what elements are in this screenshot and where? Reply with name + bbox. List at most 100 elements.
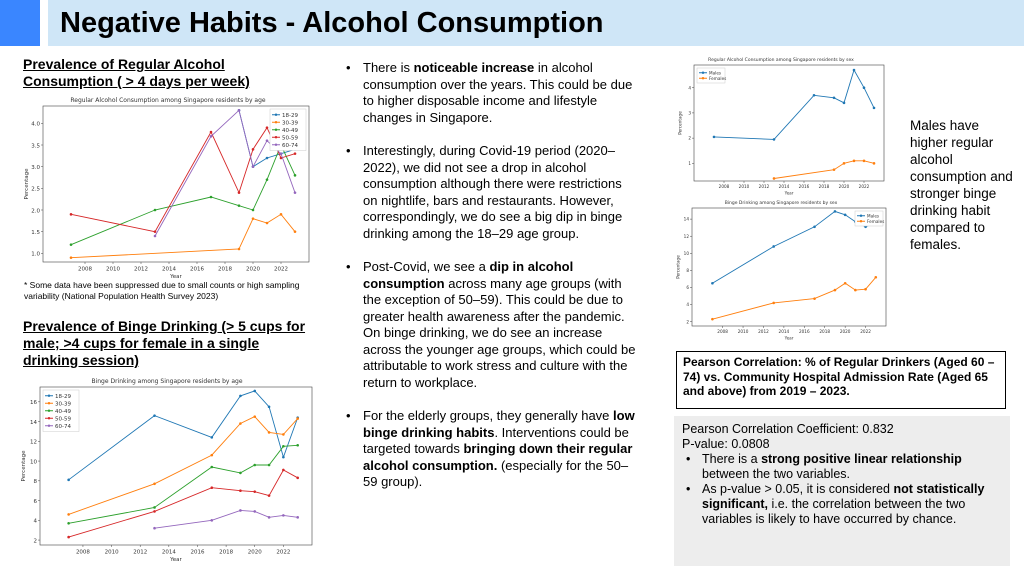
- data-point-50-59: [293, 152, 297, 155]
- data-point-30-39: [251, 217, 255, 220]
- x-tick-label: 2016: [799, 184, 810, 189]
- legend-marker: [47, 424, 51, 427]
- data-point-Males: [712, 135, 716, 139]
- bullet-text: For the elderly groups, they generally h…: [363, 408, 614, 423]
- legend-label: 40-49: [55, 409, 71, 415]
- bullet-emphasis: dip in alcohol consumption: [363, 259, 574, 291]
- x-tick-label: 2020: [840, 329, 851, 334]
- bullet-text: . Interventions could be targeted toward…: [363, 424, 629, 457]
- bullet-text: As p-value > 0.05, it is considered: [702, 482, 894, 496]
- x-tick-label: 2016: [190, 550, 204, 556]
- data-point-Males: [832, 96, 836, 100]
- data-point-Females: [864, 287, 867, 291]
- suppression-footnote: * Some data have been suppressed due to …: [24, 280, 300, 301]
- data-point-40-49: [267, 463, 271, 467]
- regular-by-sex-chart: Regular Alcohol Consumption among Singap…: [672, 55, 890, 195]
- data-point-Females: [852, 159, 856, 163]
- data-point-Females: [772, 177, 776, 180]
- data-point-40-49: [251, 208, 255, 212]
- data-point-18-29: [265, 156, 269, 160]
- pearson-coefficient: Pearson Correlation Coefficient: 0.832: [682, 422, 894, 436]
- bullet-emphasis: strong positive linear relationship: [761, 452, 962, 466]
- x-tick-label: 2020: [248, 550, 262, 556]
- data-point-18-29: [210, 436, 214, 439]
- legend-label: Males: [867, 214, 879, 219]
- data-point-Females: [843, 281, 847, 285]
- x-tick-label: 2022: [274, 267, 288, 273]
- data-point-50-59: [210, 486, 214, 490]
- legend-marker: [274, 136, 278, 139]
- binge-by-sex-chart: Binge Drinking among Singapore residents…: [670, 198, 892, 340]
- x-tick-label: 2014: [162, 550, 176, 556]
- series-line-Males: [712, 210, 876, 284]
- analysis-bullet: There is noticeable increase in alcohol …: [343, 60, 638, 126]
- data-point-40-49: [239, 471, 242, 475]
- plot-frame: [42, 105, 310, 263]
- plot-frame: [693, 64, 885, 182]
- legend-marker: [701, 71, 705, 74]
- legend-label: 30-39: [282, 121, 298, 127]
- data-point-50-59: [209, 130, 213, 134]
- bullet-text: in alcohol consumption over the years. T…: [363, 60, 633, 125]
- bullet-text: Interestingly, during Covid-19 period (2…: [363, 143, 623, 241]
- page-title: Negative Habits - Alcohol Consumption: [60, 7, 604, 39]
- x-tick-label: 2012: [134, 267, 148, 273]
- legend-label: 60-74: [282, 143, 298, 149]
- y-tick-label: 2.0: [31, 208, 40, 214]
- x-tick-label: 2020: [246, 267, 260, 273]
- data-point-50-59: [237, 191, 241, 194]
- legend-label: 40-49: [282, 128, 298, 134]
- data-point-50-59: [153, 510, 156, 513]
- data-point-Females: [772, 301, 775, 305]
- y-axis-label: Percentage: [21, 450, 27, 482]
- series-line-30-39: [70, 213, 296, 259]
- data-point-30-39: [282, 433, 285, 436]
- analysis-bullet-list: There is noticeable increase in alcohol …: [343, 60, 638, 508]
- title-banner: Negative Habits - Alcohol Consumption: [48, 0, 1024, 46]
- data-point-30-39: [296, 417, 299, 420]
- x-tick-label: 2010: [738, 329, 749, 334]
- data-point-40-49: [282, 444, 285, 448]
- data-point-50-59: [279, 156, 283, 160]
- x-tick-label: 2016: [799, 329, 810, 334]
- data-point-40-49: [293, 174, 297, 177]
- data-point-60-74: [267, 516, 271, 519]
- data-point-Males: [872, 106, 876, 110]
- legend-marker: [859, 220, 863, 223]
- bullet-emphasis: low binge drinking habits: [363, 408, 635, 440]
- legend-label: 50-59: [282, 136, 298, 142]
- x-tick-label: 2012: [133, 550, 147, 556]
- data-point-40-49: [209, 195, 213, 199]
- y-tick-label: 1: [688, 161, 691, 166]
- bullet-text: There is a: [702, 452, 762, 466]
- x-tick-label: 2016: [190, 267, 204, 273]
- x-tick-label: 2008: [76, 550, 90, 556]
- y-tick-label: 14: [30, 420, 37, 426]
- data-point-50-59: [67, 535, 70, 539]
- data-point-60-74: [153, 234, 157, 238]
- x-tick-label: 2008: [78, 267, 92, 273]
- binge-drinking-heading: Prevalence of Binge Drinking (> 5 cups f…: [23, 318, 306, 368]
- data-point-50-59: [296, 476, 299, 480]
- y-tick-label: 10: [30, 459, 37, 465]
- y-tick-label: 3.5: [31, 143, 40, 149]
- regular-by-age-chart: Regular Alcohol Consumption among Singap…: [17, 92, 319, 282]
- y-tick-label: 3: [688, 111, 691, 116]
- pearson-pvalue: P-value: 0.0808: [682, 437, 770, 451]
- legend-label: 30-39: [55, 402, 71, 408]
- data-point-Females: [854, 288, 857, 292]
- data-point-18-29: [267, 405, 271, 409]
- y-axis-label: Percentage: [676, 255, 681, 279]
- data-point-40-49: [69, 243, 73, 246]
- data-point-30-39: [237, 247, 241, 251]
- data-point-50-59: [282, 468, 285, 472]
- data-point-Females: [833, 288, 837, 292]
- legend-label: Males: [709, 71, 721, 76]
- data-point-50-59: [265, 126, 269, 129]
- x-axis-label: Year: [169, 274, 182, 280]
- x-tick-label: 2012: [758, 329, 769, 334]
- y-tick-label: 1.5: [31, 230, 40, 236]
- data-point-Females: [842, 162, 846, 165]
- x-tick-label: 2010: [105, 550, 119, 556]
- data-point-50-59: [251, 148, 255, 151]
